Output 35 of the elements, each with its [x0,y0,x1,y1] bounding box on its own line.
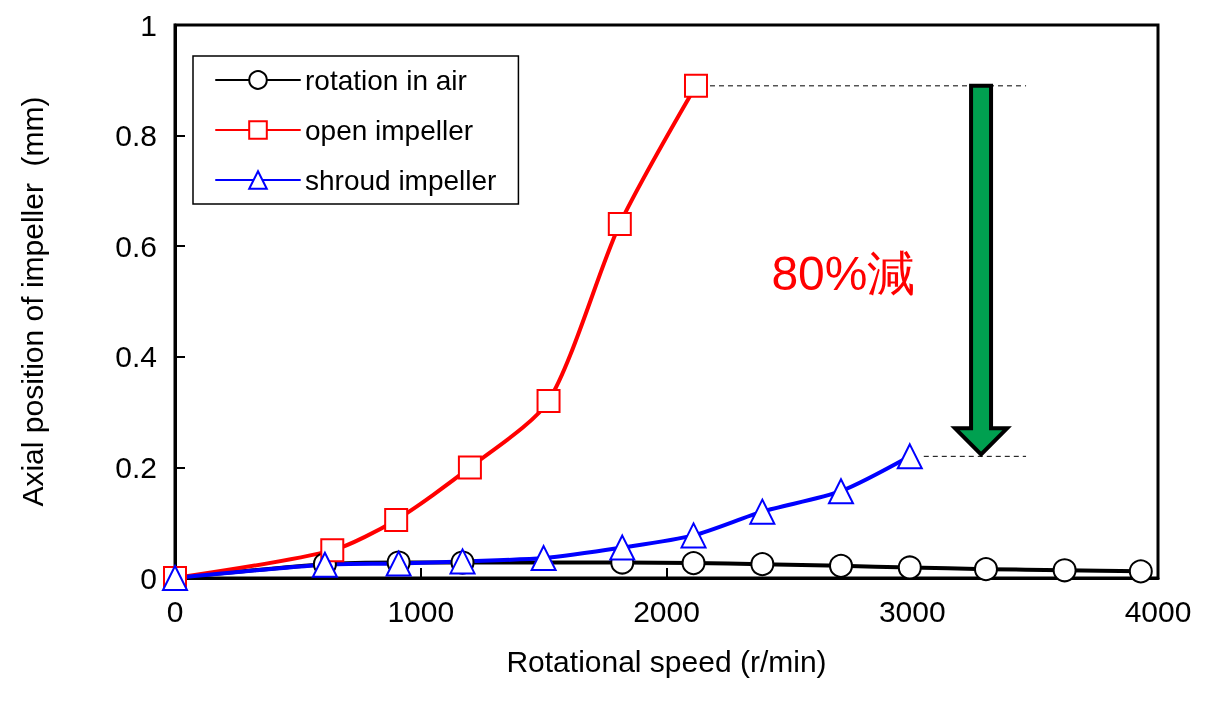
point [896,443,923,470]
x-axis-title: Rotational speed (r/min) [506,644,827,678]
x-tick-label: 4000 [1124,594,1192,628]
legend-label: open impeller [305,114,474,146]
y-tick-label: 0.4 [115,340,157,374]
x-tick-label: 3000 [878,594,946,628]
point [1052,558,1077,583]
x-tick-label: 0 [166,594,184,628]
point [750,552,775,577]
y-axis-title: Axial position of impeller (mm) [15,96,49,507]
y-tick-label: 1 [140,8,157,42]
annotation: 80%減 [771,247,916,301]
point [829,553,853,578]
y-tick-label: 0.8 [115,119,157,153]
point [974,557,998,582]
point [536,389,561,414]
point [897,555,922,580]
point [607,212,632,237]
legend-label: rotation in air [305,64,467,96]
x-tick-label: 1000 [387,594,455,628]
point [680,522,707,549]
point [827,478,854,505]
y-tick-label: 0 [140,561,157,595]
point [1128,559,1153,584]
point [530,545,557,572]
x-tick-label: 2000 [633,594,700,628]
point [749,498,776,525]
point [457,455,482,480]
y-tick-label: 0.6 [115,229,157,263]
point [681,551,706,576]
point [384,507,409,532]
y-tick-label: 0.2 [115,450,157,484]
legend-label: shroud impeller [305,164,497,196]
point [609,534,636,561]
point [683,73,708,98]
